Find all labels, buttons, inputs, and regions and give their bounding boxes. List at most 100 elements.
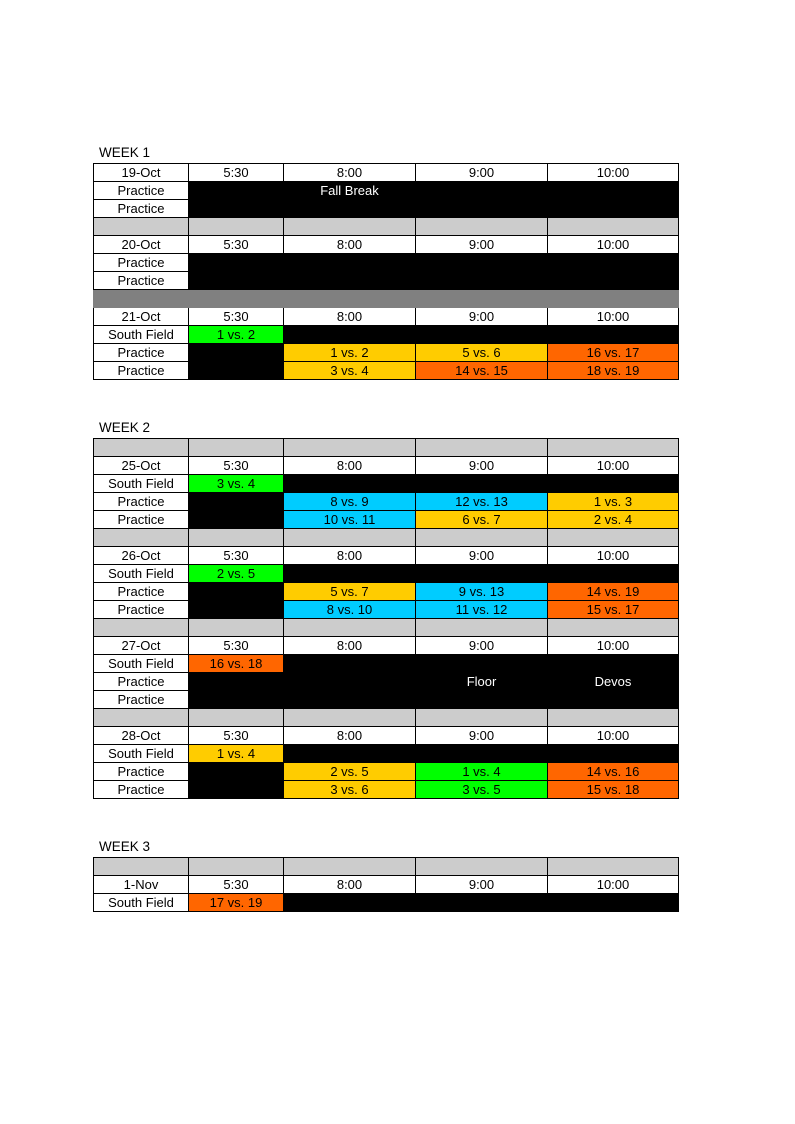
table-cell: 9:00 [416,164,548,182]
table-row [94,290,679,308]
table-cell [284,218,416,236]
table-cell: 10:00 [548,637,679,655]
week-gap [93,380,795,420]
table-cell: 19-Oct [94,164,189,182]
table-cell [548,745,679,763]
table-cell [189,529,284,547]
table-cell [189,290,284,308]
table-row: Practice10 vs. 116 vs. 72 vs. 4 [94,511,679,529]
table-row: Practice8 vs. 1011 vs. 1215 vs. 17 [94,601,679,619]
week-table: 25-Oct5:308:009:0010:00South Field3 vs. … [93,438,679,799]
table-cell [548,200,679,218]
table-cell [284,439,416,457]
table-row [94,439,679,457]
table-cell: 12 vs. 13 [416,493,548,511]
table-cell: 5:30 [189,457,284,475]
table-cell: South Field [94,475,189,493]
table-cell: 3 vs. 4 [189,475,284,493]
table-cell [548,290,679,308]
table-row: Practice5 vs. 79 vs. 1314 vs. 19 [94,583,679,601]
table-cell: 1-Nov [94,876,189,894]
table-cell [416,655,548,673]
table-cell: Practice [94,781,189,799]
table-cell [284,745,416,763]
table-cell: 8:00 [284,164,416,182]
table-cell [189,763,284,781]
table-row: Practice [94,254,679,272]
table-cell: Practice [94,511,189,529]
table-cell: Practice [94,272,189,290]
table-row [94,709,679,727]
table-cell [189,583,284,601]
table-cell: 25-Oct [94,457,189,475]
table-cell [284,858,416,876]
table-cell: 3 vs. 6 [284,781,416,799]
table-cell [189,254,284,272]
table-cell [416,326,548,344]
table-cell [548,218,679,236]
table-row: Practice [94,691,679,709]
table-cell [548,326,679,344]
table-cell: Practice [94,362,189,380]
table-cell [284,529,416,547]
table-cell [548,709,679,727]
table-cell: 9:00 [416,457,548,475]
week-gap [93,799,795,839]
week-title: WEEK 1 [93,145,795,162]
table-cell [94,858,189,876]
table-cell [416,619,548,637]
table-cell [548,272,679,290]
table-cell [416,272,548,290]
table-cell [284,254,416,272]
table-cell: 11 vs. 12 [416,601,548,619]
table-cell [548,254,679,272]
table-cell: 16 vs. 18 [189,655,284,673]
table-row: Practice2 vs. 51 vs. 414 vs. 16 [94,763,679,781]
table-cell [548,439,679,457]
table-cell [284,272,416,290]
table-cell: 10:00 [548,547,679,565]
table-row: PracticeFloorDevos [94,673,679,691]
table-cell: 10 vs. 11 [284,511,416,529]
table-row: 26-Oct5:308:009:0010:00 [94,547,679,565]
table-cell [416,200,548,218]
table-cell: Practice [94,493,189,511]
table-row [94,619,679,637]
table-cell [416,475,548,493]
table-cell: Floor [416,673,548,691]
table-cell [416,858,548,876]
table-cell [189,272,284,290]
table-cell [548,529,679,547]
table-row [94,529,679,547]
table-cell: 10:00 [548,164,679,182]
table-cell [548,619,679,637]
table-cell: 14 vs. 16 [548,763,679,781]
table-row: South Field3 vs. 4 [94,475,679,493]
table-cell: 28-Oct [94,727,189,745]
table-cell: 9:00 [416,547,548,565]
table-cell [189,439,284,457]
table-cell [189,781,284,799]
table-cell: 8:00 [284,727,416,745]
table-cell [189,619,284,637]
table-cell: 9:00 [416,308,548,326]
table-row: Practice3 vs. 63 vs. 515 vs. 18 [94,781,679,799]
table-row: Practice1 vs. 25 vs. 616 vs. 17 [94,344,679,362]
table-cell: Practice [94,182,189,200]
table-row: 20-Oct5:308:009:0010:00 [94,236,679,254]
table-cell [284,565,416,583]
table-cell [284,200,416,218]
table-cell: 21-Oct [94,308,189,326]
table-cell [548,655,679,673]
table-cell [416,709,548,727]
table-cell: 5:30 [189,876,284,894]
table-cell [284,655,416,673]
schedule-page: WEEK 119-Oct5:308:009:0010:00PracticeFal… [0,0,795,912]
table-cell [94,218,189,236]
table-cell: 10:00 [548,727,679,745]
table-cell: Practice [94,583,189,601]
table-cell: 18 vs. 19 [548,362,679,380]
table-cell [416,691,548,709]
table-row [94,218,679,236]
table-cell [189,362,284,380]
